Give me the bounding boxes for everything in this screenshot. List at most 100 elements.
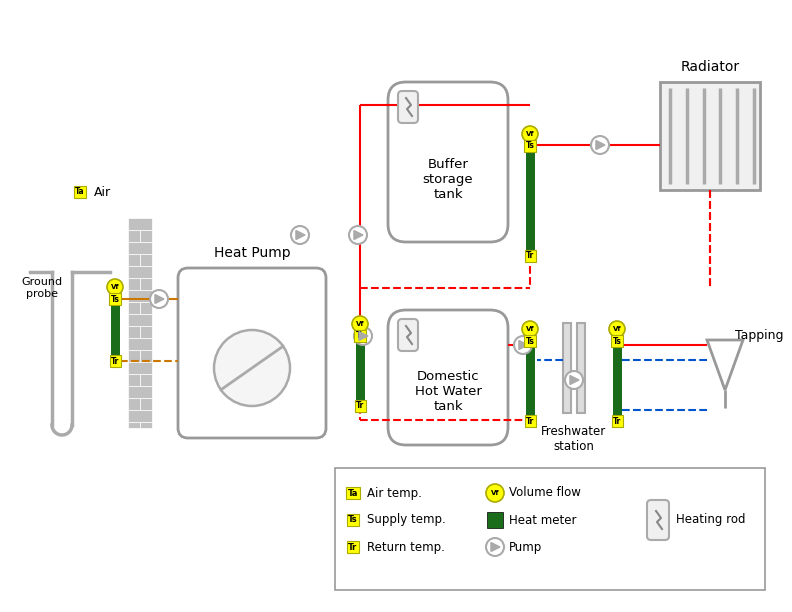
Text: Radiator: Radiator: [680, 60, 740, 74]
Text: Ta: Ta: [75, 187, 85, 196]
Circle shape: [522, 321, 538, 337]
Text: Supply temp.: Supply temp.: [367, 513, 446, 526]
Bar: [526, 325, 535, 425]
Text: Tr: Tr: [348, 542, 358, 551]
Text: Ts: Ts: [348, 515, 358, 524]
FancyBboxPatch shape: [178, 268, 326, 438]
Bar: [660, 82, 760, 190]
Text: Vf: Vf: [356, 321, 364, 327]
Bar: [140, 326, 152, 338]
Polygon shape: [596, 141, 605, 149]
Text: Domestic
Hot Water
tank: Domestic Hot Water tank: [414, 370, 482, 413]
FancyBboxPatch shape: [398, 319, 418, 351]
Circle shape: [291, 226, 309, 244]
Bar: [128, 302, 140, 314]
Circle shape: [349, 226, 367, 244]
Text: Ts: Ts: [526, 141, 535, 151]
FancyBboxPatch shape: [388, 82, 508, 242]
Circle shape: [354, 327, 372, 345]
Bar: [128, 398, 140, 410]
Circle shape: [150, 290, 168, 308]
Bar: [140, 278, 152, 290]
Text: Buffer
storage
tank: Buffer storage tank: [423, 159, 474, 201]
Text: Vf: Vf: [526, 326, 535, 332]
Text: Vf: Vf: [613, 326, 621, 332]
Text: Vf: Vf: [111, 284, 120, 290]
Bar: [140, 350, 152, 362]
Bar: [128, 326, 140, 338]
Text: Ts: Ts: [612, 337, 622, 346]
Text: Heat meter: Heat meter: [509, 513, 577, 526]
Bar: [128, 278, 140, 290]
Text: Ta: Ta: [348, 488, 358, 498]
Bar: [140, 422, 152, 428]
Text: Ts: Ts: [526, 337, 535, 346]
Polygon shape: [359, 332, 368, 340]
Polygon shape: [296, 231, 305, 239]
Bar: [140, 302, 152, 314]
Polygon shape: [491, 542, 500, 551]
Bar: [128, 218, 152, 230]
Bar: [128, 338, 152, 350]
Bar: [526, 130, 535, 260]
Circle shape: [522, 126, 538, 142]
Text: Ts: Ts: [111, 294, 120, 304]
Bar: [128, 242, 152, 254]
Circle shape: [514, 336, 532, 354]
Bar: [335, 468, 765, 590]
Polygon shape: [707, 340, 743, 390]
Text: Air: Air: [94, 185, 111, 198]
Bar: [111, 283, 120, 365]
Bar: [128, 374, 140, 386]
Polygon shape: [155, 294, 164, 304]
Bar: [128, 266, 152, 278]
Text: Tr: Tr: [526, 252, 534, 261]
FancyBboxPatch shape: [647, 500, 669, 540]
Text: Air temp.: Air temp.: [367, 487, 422, 499]
Text: Tr: Tr: [526, 417, 534, 425]
Text: Ground
probe: Ground probe: [21, 277, 63, 299]
Circle shape: [107, 279, 123, 295]
Circle shape: [486, 484, 504, 502]
Polygon shape: [570, 376, 579, 384]
Bar: [128, 254, 140, 266]
Text: Vf: Vf: [491, 490, 499, 496]
Bar: [128, 410, 152, 422]
Text: Tr: Tr: [111, 357, 119, 365]
Bar: [128, 386, 152, 398]
Text: Tr: Tr: [356, 401, 364, 411]
Bar: [612, 325, 622, 425]
Bar: [577, 323, 585, 413]
Text: Ts: Ts: [356, 332, 364, 340]
Circle shape: [214, 330, 290, 406]
Text: Tapping: Tapping: [735, 329, 783, 341]
Polygon shape: [519, 340, 528, 349]
Text: Vf: Vf: [526, 131, 535, 137]
Circle shape: [565, 371, 583, 389]
Circle shape: [486, 538, 504, 556]
Bar: [128, 314, 152, 326]
Text: Return temp.: Return temp.: [367, 540, 445, 553]
Circle shape: [609, 321, 625, 337]
Bar: [128, 290, 152, 302]
Circle shape: [591, 136, 609, 154]
Bar: [128, 230, 140, 242]
Circle shape: [352, 316, 368, 332]
Bar: [356, 320, 364, 410]
Text: Heating rod: Heating rod: [676, 513, 745, 526]
Bar: [128, 362, 152, 374]
FancyBboxPatch shape: [398, 91, 418, 123]
Text: Pump: Pump: [509, 540, 543, 553]
Polygon shape: [354, 231, 363, 239]
Bar: [140, 230, 152, 242]
Bar: [140, 374, 152, 386]
Bar: [128, 422, 140, 428]
Bar: [140, 254, 152, 266]
Bar: [140, 398, 152, 410]
Bar: [563, 323, 571, 413]
FancyBboxPatch shape: [388, 310, 508, 445]
Bar: [128, 350, 140, 362]
Bar: [487, 512, 503, 528]
Text: Volume flow: Volume flow: [509, 487, 581, 499]
Text: Freshwater
station: Freshwater station: [542, 425, 607, 453]
